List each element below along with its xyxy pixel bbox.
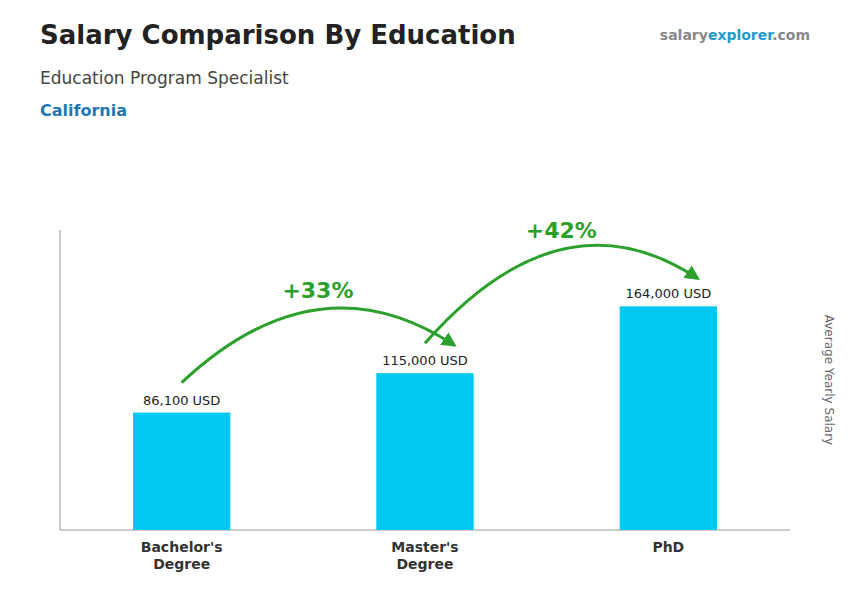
change-label: +33% bbox=[282, 278, 353, 303]
data-label: 86,100 USD bbox=[143, 393, 220, 408]
chart-svg: Salary Comparison By Education Education … bbox=[0, 0, 850, 606]
bar bbox=[620, 306, 717, 530]
x-tick-label-line: Degree bbox=[153, 556, 210, 572]
location: California bbox=[40, 101, 127, 120]
watermark-part: .com bbox=[772, 27, 810, 43]
x-tick-label-line: Bachelor's bbox=[141, 539, 223, 555]
bar bbox=[133, 413, 230, 530]
x-tick-label-line: Master's bbox=[391, 539, 458, 555]
change-arrow bbox=[182, 308, 455, 383]
subtitle: Education Program Specialist bbox=[40, 68, 289, 88]
x-tick-label-line: PhD bbox=[652, 539, 684, 555]
watermark-part: salary bbox=[660, 27, 708, 43]
x-tick-label: Master'sDegree bbox=[391, 539, 458, 572]
watermark-part: explorer bbox=[708, 27, 774, 43]
y-axis-label: Average Yearly Salary bbox=[822, 315, 836, 445]
watermark: salaryexplorer.com bbox=[660, 27, 810, 43]
title: Salary Comparison By Education bbox=[40, 20, 516, 50]
x-tick-label: Bachelor'sDegree bbox=[141, 539, 223, 572]
data-label: 115,000 USD bbox=[382, 353, 468, 368]
data-label: 164,000 USD bbox=[625, 286, 711, 301]
bar bbox=[376, 373, 473, 530]
x-tick-label: PhD bbox=[652, 539, 684, 555]
chart-container: Salary Comparison By Education Education … bbox=[0, 0, 850, 606]
x-tick-label-line: Degree bbox=[396, 556, 453, 572]
change-arrow bbox=[425, 245, 698, 343]
bars bbox=[133, 306, 717, 530]
change-label: +42% bbox=[526, 218, 597, 243]
y-axis-line bbox=[60, 230, 61, 530]
